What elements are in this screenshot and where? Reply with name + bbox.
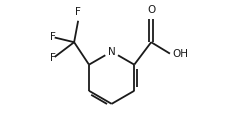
- Text: F: F: [75, 7, 81, 17]
- Text: F: F: [50, 32, 56, 42]
- Text: OH: OH: [173, 49, 189, 59]
- Text: F: F: [50, 53, 56, 63]
- Text: O: O: [147, 5, 155, 15]
- Text: N: N: [108, 47, 116, 57]
